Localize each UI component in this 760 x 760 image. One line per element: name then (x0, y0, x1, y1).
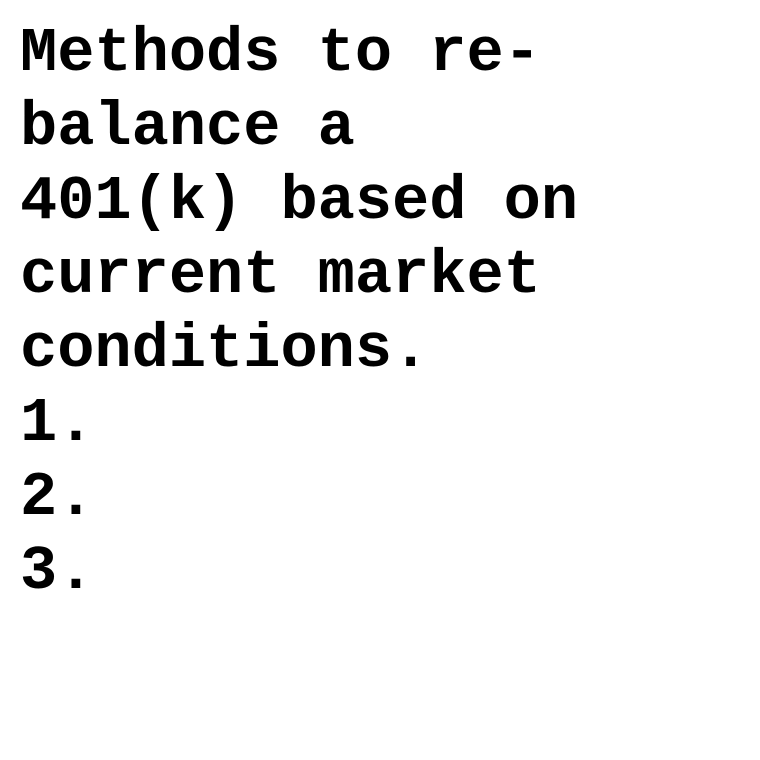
list-item-2: 2. (20, 462, 95, 533)
list-item-1: 1. (20, 388, 95, 459)
heading-line-3: 401(k) based on (20, 166, 579, 237)
list-item-3: 3. (20, 536, 95, 607)
heading-line-2: balance a (20, 92, 355, 163)
heading-line-5: conditions. (20, 314, 430, 385)
document-text: Methods to re- balance a 401(k) based on… (20, 17, 750, 609)
heading-line-1: Methods to re- (20, 18, 541, 89)
heading-line-4: current market (20, 240, 541, 311)
